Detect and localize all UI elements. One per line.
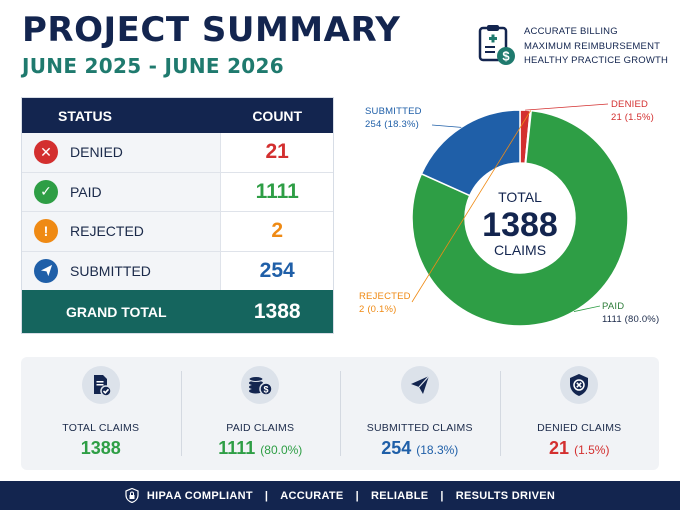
date-range: JUNE 2025 - JUNE 2026	[22, 54, 284, 78]
grand-total-value: 1388	[253, 299, 301, 323]
slice-category: DENIED	[611, 99, 649, 110]
send-circle-icon	[34, 258, 58, 283]
stat-percent: (1.5%)	[574, 443, 610, 457]
footer-item-reliable: RELIABLE	[370, 489, 429, 502]
stat-number: 1111	[218, 438, 256, 458]
slice-label-paid: PAID 1111 (80.0%)	[602, 300, 659, 326]
stat-label: DENIED CLAIMS	[537, 422, 622, 434]
badge-line-2: MAXIMUM REIMBURSEMENT	[524, 40, 661, 52]
slice-value: 1111 (80.0%)	[602, 314, 660, 325]
shield-lock-icon	[125, 488, 139, 503]
check-circle-icon: ✓	[34, 179, 58, 204]
leader-line-submitted	[431, 124, 462, 128]
grand-total-row: GRAND TOTAL 1388	[22, 290, 333, 333]
coins-dollar-icon: $	[241, 366, 280, 404]
footer-item-hipaa: HIPAA COMPLIANT	[146, 489, 253, 502]
shield-x-icon	[560, 366, 599, 404]
grand-total-label: GRAND TOTAL	[66, 303, 167, 320]
row-label: DENIED	[70, 144, 123, 161]
stat-number: 254	[381, 438, 412, 458]
leader-line-paid	[573, 305, 601, 312]
stat-label: SUBMITTED CLAIMS	[366, 422, 473, 434]
donut-slice-submitted	[420, 109, 521, 197]
table-header: STATUS COUNT	[22, 98, 333, 133]
stat-total-claims: TOTAL CLAIMS 1388	[21, 357, 181, 470]
row-label: SUBMITTED	[70, 262, 151, 279]
stat-paid-claims: $ PAID CLAIMS 1111 (80.0%)	[180, 357, 341, 470]
svg-text:$: $	[502, 49, 510, 64]
row-count: 254	[259, 258, 295, 282]
stat-percent: (80.0%)	[260, 443, 303, 457]
footer-separator: |	[264, 489, 269, 502]
badge-line-1: ACCURATE BILLING	[524, 26, 618, 37]
value-badge: $ ACCURATE BILLING MAXIMUM REIMBURSEMENT…	[478, 22, 678, 68]
footer-item-results: RESULTS DRIVEN	[455, 489, 556, 502]
page-title: PROJECT SUMMARY	[22, 10, 401, 50]
stat-number: 21	[549, 438, 570, 458]
slice-label-denied: DENIED 21 (1.5%)	[611, 98, 654, 124]
slice-value: 254 (18.3%)	[365, 119, 419, 130]
footer-bar: HIPAA COMPLIANT | ACCURATE | RELIABLE | …	[0, 481, 680, 510]
slice-value: 2 (0.1%)	[359, 304, 397, 315]
table-row-paid: ✓ PAID 1111	[22, 172, 333, 212]
x-circle-icon: ✕	[34, 140, 58, 165]
status-table: STATUS COUNT ✕ DENIED 21 ✓ PAID 1111 ! R…	[21, 97, 334, 334]
table-row-rejected: ! REJECTED 2	[22, 212, 333, 252]
slice-label-rejected: REJECTED 2 (0.1%)	[359, 290, 411, 316]
stat-label: TOTAL CLAIMS	[62, 422, 140, 434]
footer-separator: |	[355, 489, 359, 502]
count-header: COUNT	[252, 107, 303, 124]
slice-category: PAID	[602, 301, 625, 312]
center-value: 1388	[482, 206, 558, 244]
stat-submitted-claims: SUBMITTED CLAIMS 254 (18.3%)	[340, 357, 500, 470]
center-label-bottom: CLAIMS	[494, 242, 546, 258]
stat-number: 1388	[80, 438, 121, 458]
center-label-top: TOTAL	[498, 189, 542, 205]
status-header: STATUS	[58, 107, 112, 124]
footer-separator: |	[440, 489, 444, 502]
stat-percent: (18.3%)	[416, 443, 459, 457]
donut-slice-paid	[411, 109, 629, 327]
billing-clipboard-icon: $	[478, 25, 515, 65]
row-count: 21	[265, 140, 289, 164]
row-label: PAID	[70, 183, 102, 200]
table-row-submitted: SUBMITTED 254	[22, 251, 333, 291]
row-label: REJECTED	[70, 223, 144, 240]
stat-label: PAID CLAIMS	[226, 422, 295, 434]
row-count: 2	[271, 219, 284, 243]
slice-label-submitted: SUBMITTED 254 (18.3%)	[365, 105, 422, 131]
leader-line-rejected	[411, 110, 532, 303]
table-row-denied: ✕ DENIED 21	[22, 133, 333, 173]
stat-value: 254 (18.3%)	[340, 438, 500, 459]
stats-panel: TOTAL CLAIMS 1388 $ PAID CLAIMS 1111 (80…	[21, 357, 659, 470]
stat-value: 21 (1.5%)	[500, 438, 660, 459]
leader-line-denied	[525, 103, 609, 111]
slice-category: SUBMITTED	[365, 106, 422, 117]
claims-donut-chart: TOTAL 1388 CLAIMS SUBMITTED 254 (18.3%) …	[350, 90, 680, 340]
slice-category: REJECTED	[359, 291, 411, 302]
stat-denied-claims: DENIED CLAIMS 21 (1.5%)	[499, 357, 660, 470]
paper-plane-icon	[400, 366, 439, 404]
footer-item-accurate: ACCURATE	[280, 489, 344, 502]
badge-line-3: HEALTHY PRACTICE GROWTH	[524, 55, 669, 66]
svg-text:$: $	[264, 385, 269, 395]
donut-svg: TOTAL 1388 CLAIMS	[411, 103, 629, 327]
exclamation-circle-icon: !	[34, 219, 58, 244]
stat-value: 1388	[21, 438, 181, 459]
stat-value: 1111 (80.0%)	[181, 438, 341, 459]
slice-value: 21 (1.5%)	[611, 112, 654, 123]
row-count: 1111	[255, 179, 299, 203]
document-check-icon	[81, 366, 120, 404]
